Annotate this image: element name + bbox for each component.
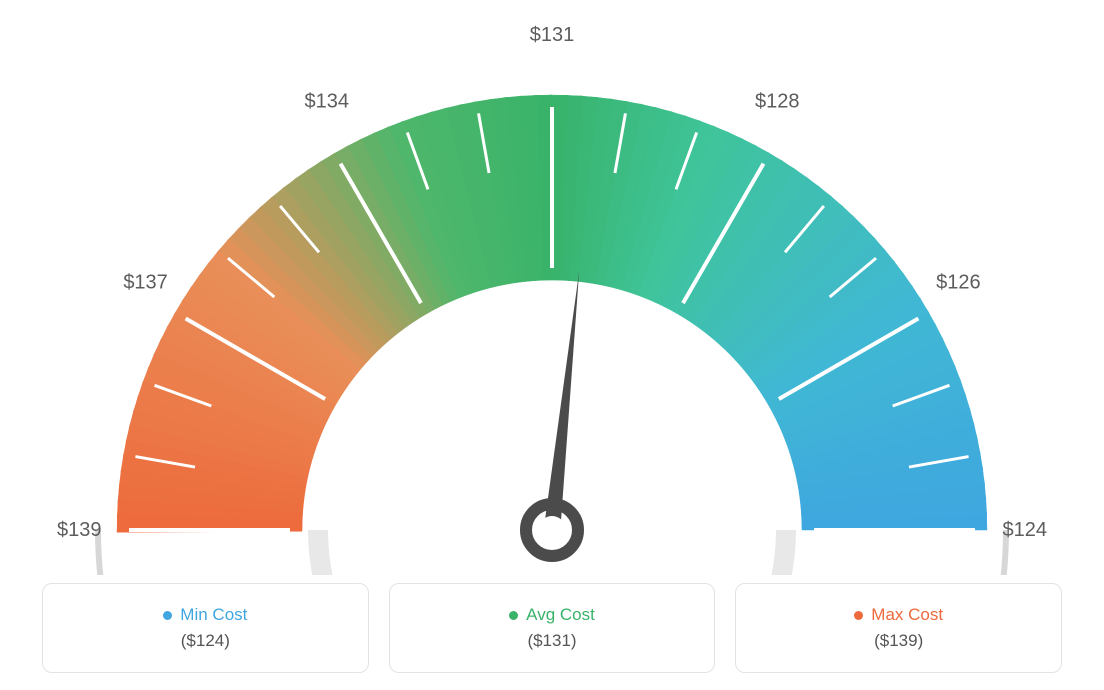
gauge-tick-label: $131 [530,24,575,46]
gauge-area: $124 $126 $128 $131 $134 $137 $139 [0,0,1104,575]
legend-min-label: Min Cost [180,605,247,625]
legend-max-header: Max Cost [854,605,943,625]
legend-card-min: Min Cost ($124) [42,583,369,673]
gauge-tick-label: $137 [123,272,168,294]
legend-avg-label: Avg Cost [526,605,595,625]
cost-gauge: $124 $126 $128 $131 $134 $137 $139 [22,0,1082,575]
gauge-tick-label: $126 [936,272,981,294]
gauge-chart-container: $124 $126 $128 $131 $134 $137 $139 Min Cost ($… [0,0,1104,690]
legend-min-header: Min Cost [163,605,247,625]
gauge-tick-label: $139 [57,519,102,541]
legend-max-label: Max Cost [871,605,943,625]
legend-avg-header: Avg Cost [509,605,595,625]
legend-row: Min Cost ($124) Avg Cost ($131) Max Cost… [22,583,1082,673]
gauge-tick-label: $124 [1003,519,1048,541]
legend-min-value: ($124) [181,631,230,651]
gauge-tick-label: $134 [305,90,350,112]
legend-avg-dot [509,611,518,620]
legend-min-dot [163,611,172,620]
gauge-tick-label: $128 [755,90,800,112]
legend-card-max: Max Cost ($139) [735,583,1062,673]
legend-card-avg: Avg Cost ($131) [389,583,716,673]
legend-max-value: ($139) [874,631,923,651]
legend-max-dot [854,611,863,620]
legend-avg-value: ($131) [527,631,576,651]
gauge-needle [526,271,579,556]
